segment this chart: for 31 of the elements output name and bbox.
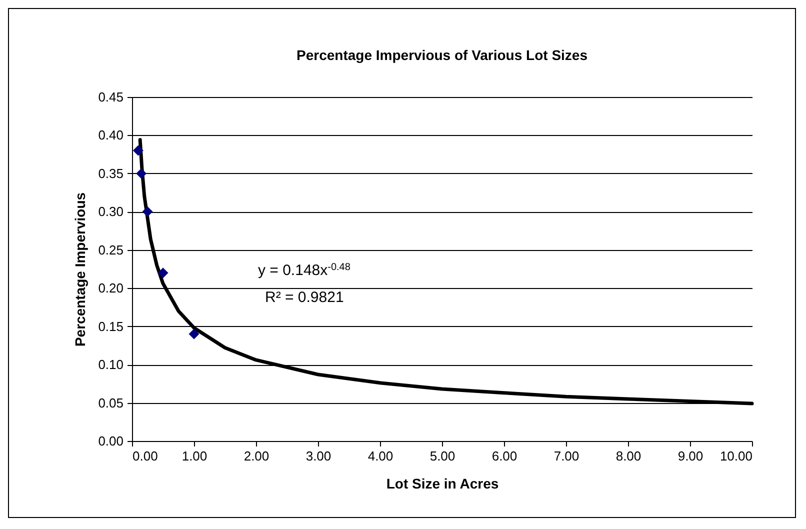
x-tick-label: 10.00 xyxy=(720,448,752,464)
x-tick-label: 0.00 xyxy=(132,448,158,464)
point xyxy=(158,268,168,278)
y-tick-label: 0.35 xyxy=(98,166,124,181)
chart-title: Percentage Impervious of Various Lot Sizes xyxy=(296,47,588,63)
x-tick-label: 5.00 xyxy=(430,448,456,464)
y-tick-label: 0.45 xyxy=(98,90,124,104)
x-tick-label: 4.00 xyxy=(368,448,394,464)
x-tick-label: 8.00 xyxy=(616,448,642,464)
y-tick-label: 0.00 xyxy=(98,434,124,448)
point xyxy=(132,145,144,156)
x-axis-title: Lot Size in Acres xyxy=(386,476,499,492)
annotation: y = 0.148x$^{-0.48}$ xyxy=(258,262,351,279)
y-tick-label: 0.40 xyxy=(98,128,124,143)
y-tick-label: 0.15 xyxy=(98,318,124,334)
x-tick-label: 9.00 xyxy=(678,448,704,464)
annotation: R² = 0.9821 xyxy=(265,289,344,306)
y-tick-label: 0.25 xyxy=(98,242,124,258)
point xyxy=(136,168,147,179)
x-tick-label: 3.00 xyxy=(306,448,332,464)
y-tick-label: 0.20 xyxy=(98,280,124,296)
x-tick-label: 7.00 xyxy=(554,448,580,464)
x-tick-label: 2.00 xyxy=(244,448,270,464)
y-axis-title: Percentage Impervious xyxy=(72,192,88,347)
y-tick-label: 0.10 xyxy=(98,357,124,372)
point xyxy=(188,328,200,340)
y-tick-label: 0.30 xyxy=(98,204,124,220)
x-tick-label: 1.00 xyxy=(182,448,208,464)
y-tick-label: 0.05 xyxy=(98,395,124,410)
x-tick-label: 6.00 xyxy=(492,448,518,464)
point xyxy=(142,206,153,217)
